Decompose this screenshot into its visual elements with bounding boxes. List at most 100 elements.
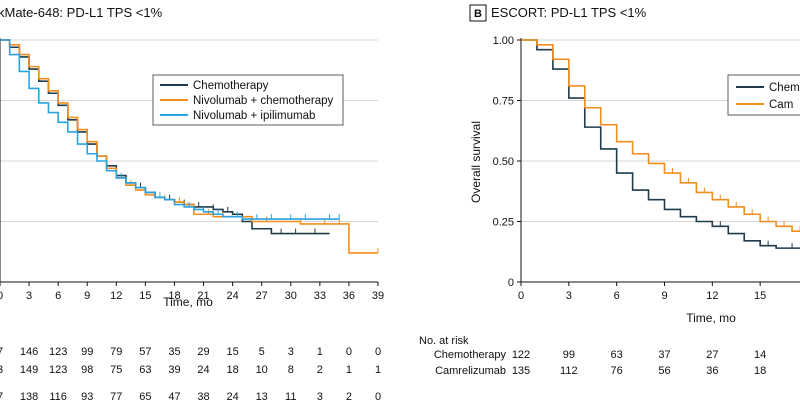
at-risk-value: 149	[20, 364, 38, 376]
at-risk-value: 5	[259, 346, 265, 358]
panel-b-x-tick-label: 3	[566, 290, 572, 302]
panel-a-x-tick-label: 24	[226, 290, 238, 302]
at-risk-value: 3	[0, 364, 3, 376]
at-risk-value: 14	[754, 349, 766, 361]
panel-a-x-tick-label: 36	[343, 290, 355, 302]
at-risk-value: 93	[81, 391, 93, 403]
at-risk-value: 10	[256, 364, 268, 376]
at-risk-value: 7	[0, 391, 3, 403]
panel-b-x-tick-label: 15	[754, 290, 766, 302]
panel-a-x-tick-label: 21	[197, 290, 209, 302]
panel-a-x-tick-label: 30	[285, 290, 297, 302]
at-risk-value: 18	[226, 364, 238, 376]
panel-a-x-tick-label: 9	[84, 290, 90, 302]
panel-b-at-risk-table: 122 99 63 37 27 14 135 112 76 56 36 18	[512, 349, 766, 377]
panel-a-x-tick-label: 6	[55, 290, 61, 302]
panel-a-axes	[0, 38, 378, 283]
at-risk-value: 123	[49, 346, 67, 358]
km-curve-chemotherapy	[0, 39, 330, 235]
at-risk-value: 24	[197, 364, 209, 376]
at-risk-value: 112	[560, 365, 578, 377]
panel-a-title: kMate-648: PD-L1 TPS <1%	[0, 5, 163, 20]
at-risk-label-chemotherapy: Chemotherapy	[434, 349, 507, 361]
at-risk-value: 98	[81, 364, 93, 376]
at-risk-value: 75	[110, 364, 122, 376]
panel-b-badge-label: B	[474, 8, 482, 20]
at-risk-value: 3	[317, 391, 323, 403]
panel-b-y-tick-label: 1.00	[493, 35, 514, 47]
km-curve-camrelizumab	[521, 39, 800, 232]
panel-a-curves	[0, 39, 379, 254]
panel-b-x-tick-label: 12	[706, 290, 718, 302]
at-risk-value: 135	[512, 365, 530, 377]
at-risk-value: 0	[346, 346, 352, 358]
at-risk-value: 39	[168, 364, 180, 376]
panel-b-title: ESCORT: PD-L1 TPS <1%	[491, 5, 647, 20]
at-risk-value: 37	[658, 349, 670, 361]
panel-b: B ESCORT: PD-L1 TPS <1% Overall survival…	[419, 4, 800, 377]
at-risk-value: 24	[226, 391, 238, 403]
at-risk-value: 8	[288, 364, 294, 376]
at-risk-value: 36	[706, 365, 718, 377]
panel-a-x-tick-label: 39	[372, 290, 384, 302]
at-risk-value: 2	[317, 364, 323, 376]
at-risk-value: 11	[285, 391, 296, 403]
panel-b-legend-box	[727, 74, 800, 116]
at-risk-value: 63	[611, 349, 623, 361]
legend-label-chemotherapy-b: Chem	[769, 82, 800, 94]
km-curve-nivolumab-chemotherapy	[0, 39, 378, 254]
legend-label-nivolumab-chemotherapy: Nivolumab + chemotherapy	[193, 95, 334, 107]
panel-b-badge	[469, 4, 487, 22]
at-risk-value: 77	[110, 391, 122, 403]
panel-b-y-axis-label: Overall survival	[469, 121, 483, 203]
at-risk-value: 76	[611, 365, 623, 377]
panel-b-y-ticks: 0 0.25 0.50 0.75 1.00	[493, 35, 521, 289]
panel-b-x-tick-label: 0	[518, 290, 524, 302]
legend-label-camrelizumab: Cam	[769, 99, 793, 111]
panel-a-x-ticks: 036912151821242730333639	[0, 282, 384, 302]
at-risk-value: 38	[197, 391, 209, 403]
panel-b-x-tick-label: 9	[661, 290, 667, 302]
at-risk-value: 116	[49, 391, 67, 403]
at-risk-value: 0	[375, 391, 381, 403]
panel-b-gridlines	[521, 39, 800, 222]
at-risk-value: 146	[20, 346, 38, 358]
at-risk-value: 122	[512, 349, 530, 361]
at-risk-value: 2	[346, 391, 352, 403]
panel-b-x-axis-label: Time, mo	[686, 311, 736, 325]
panel-b-y-tick-label: 0.25	[493, 217, 514, 229]
at-risk-value: 35	[168, 346, 180, 358]
panel-b-axes	[520, 38, 800, 283]
panel-a-legend: Chemotherapy Nivolumab + chemotherapy Ni…	[152, 74, 344, 126]
at-risk-value: 1	[346, 364, 352, 376]
at-risk-value: 99	[563, 349, 575, 361]
at-risk-value: 47	[168, 391, 180, 403]
at-risk-label-camrelizumab: Camrelizumab	[435, 365, 506, 377]
panel-a-x-axis-label: Time, mo	[163, 295, 213, 309]
at-risk-value: 63	[139, 364, 151, 376]
legend-label-nivolumab-ipilimumab: Nivolumab + ipilimumab	[193, 110, 315, 122]
at-risk-value: 65	[139, 391, 151, 403]
panel-a-x-tick-label: 12	[110, 290, 122, 302]
panel-a-gridlines	[0, 39, 378, 222]
at-risk-value: 13	[256, 391, 268, 403]
at-risk-value: 15	[226, 346, 238, 358]
panel-b-curves	[521, 39, 800, 249]
panel-b-y-tick-label: 0.75	[493, 96, 514, 108]
at-risk-value: 57	[139, 346, 151, 358]
panel-a-x-tick-label: 27	[256, 290, 268, 302]
panel-a-x-tick-label: 18	[168, 290, 180, 302]
at-risk-value: 7	[0, 346, 3, 358]
at-risk-value: 123	[49, 364, 67, 376]
at-risk-value: 27	[706, 349, 718, 361]
at-risk-value: 138	[20, 391, 38, 403]
panel-b-x-tick-label: 6	[614, 290, 620, 302]
panel-a-x-tick-label: 0	[0, 290, 3, 302]
at-risk-value: 18	[754, 365, 766, 377]
at-risk-value: 1	[317, 346, 323, 358]
panel-b-legend: Chem Cam	[727, 74, 800, 116]
panel-a-x-tick-label: 15	[139, 290, 151, 302]
at-risk-value: 79	[110, 346, 122, 358]
at-risk-value: 1	[375, 364, 381, 376]
